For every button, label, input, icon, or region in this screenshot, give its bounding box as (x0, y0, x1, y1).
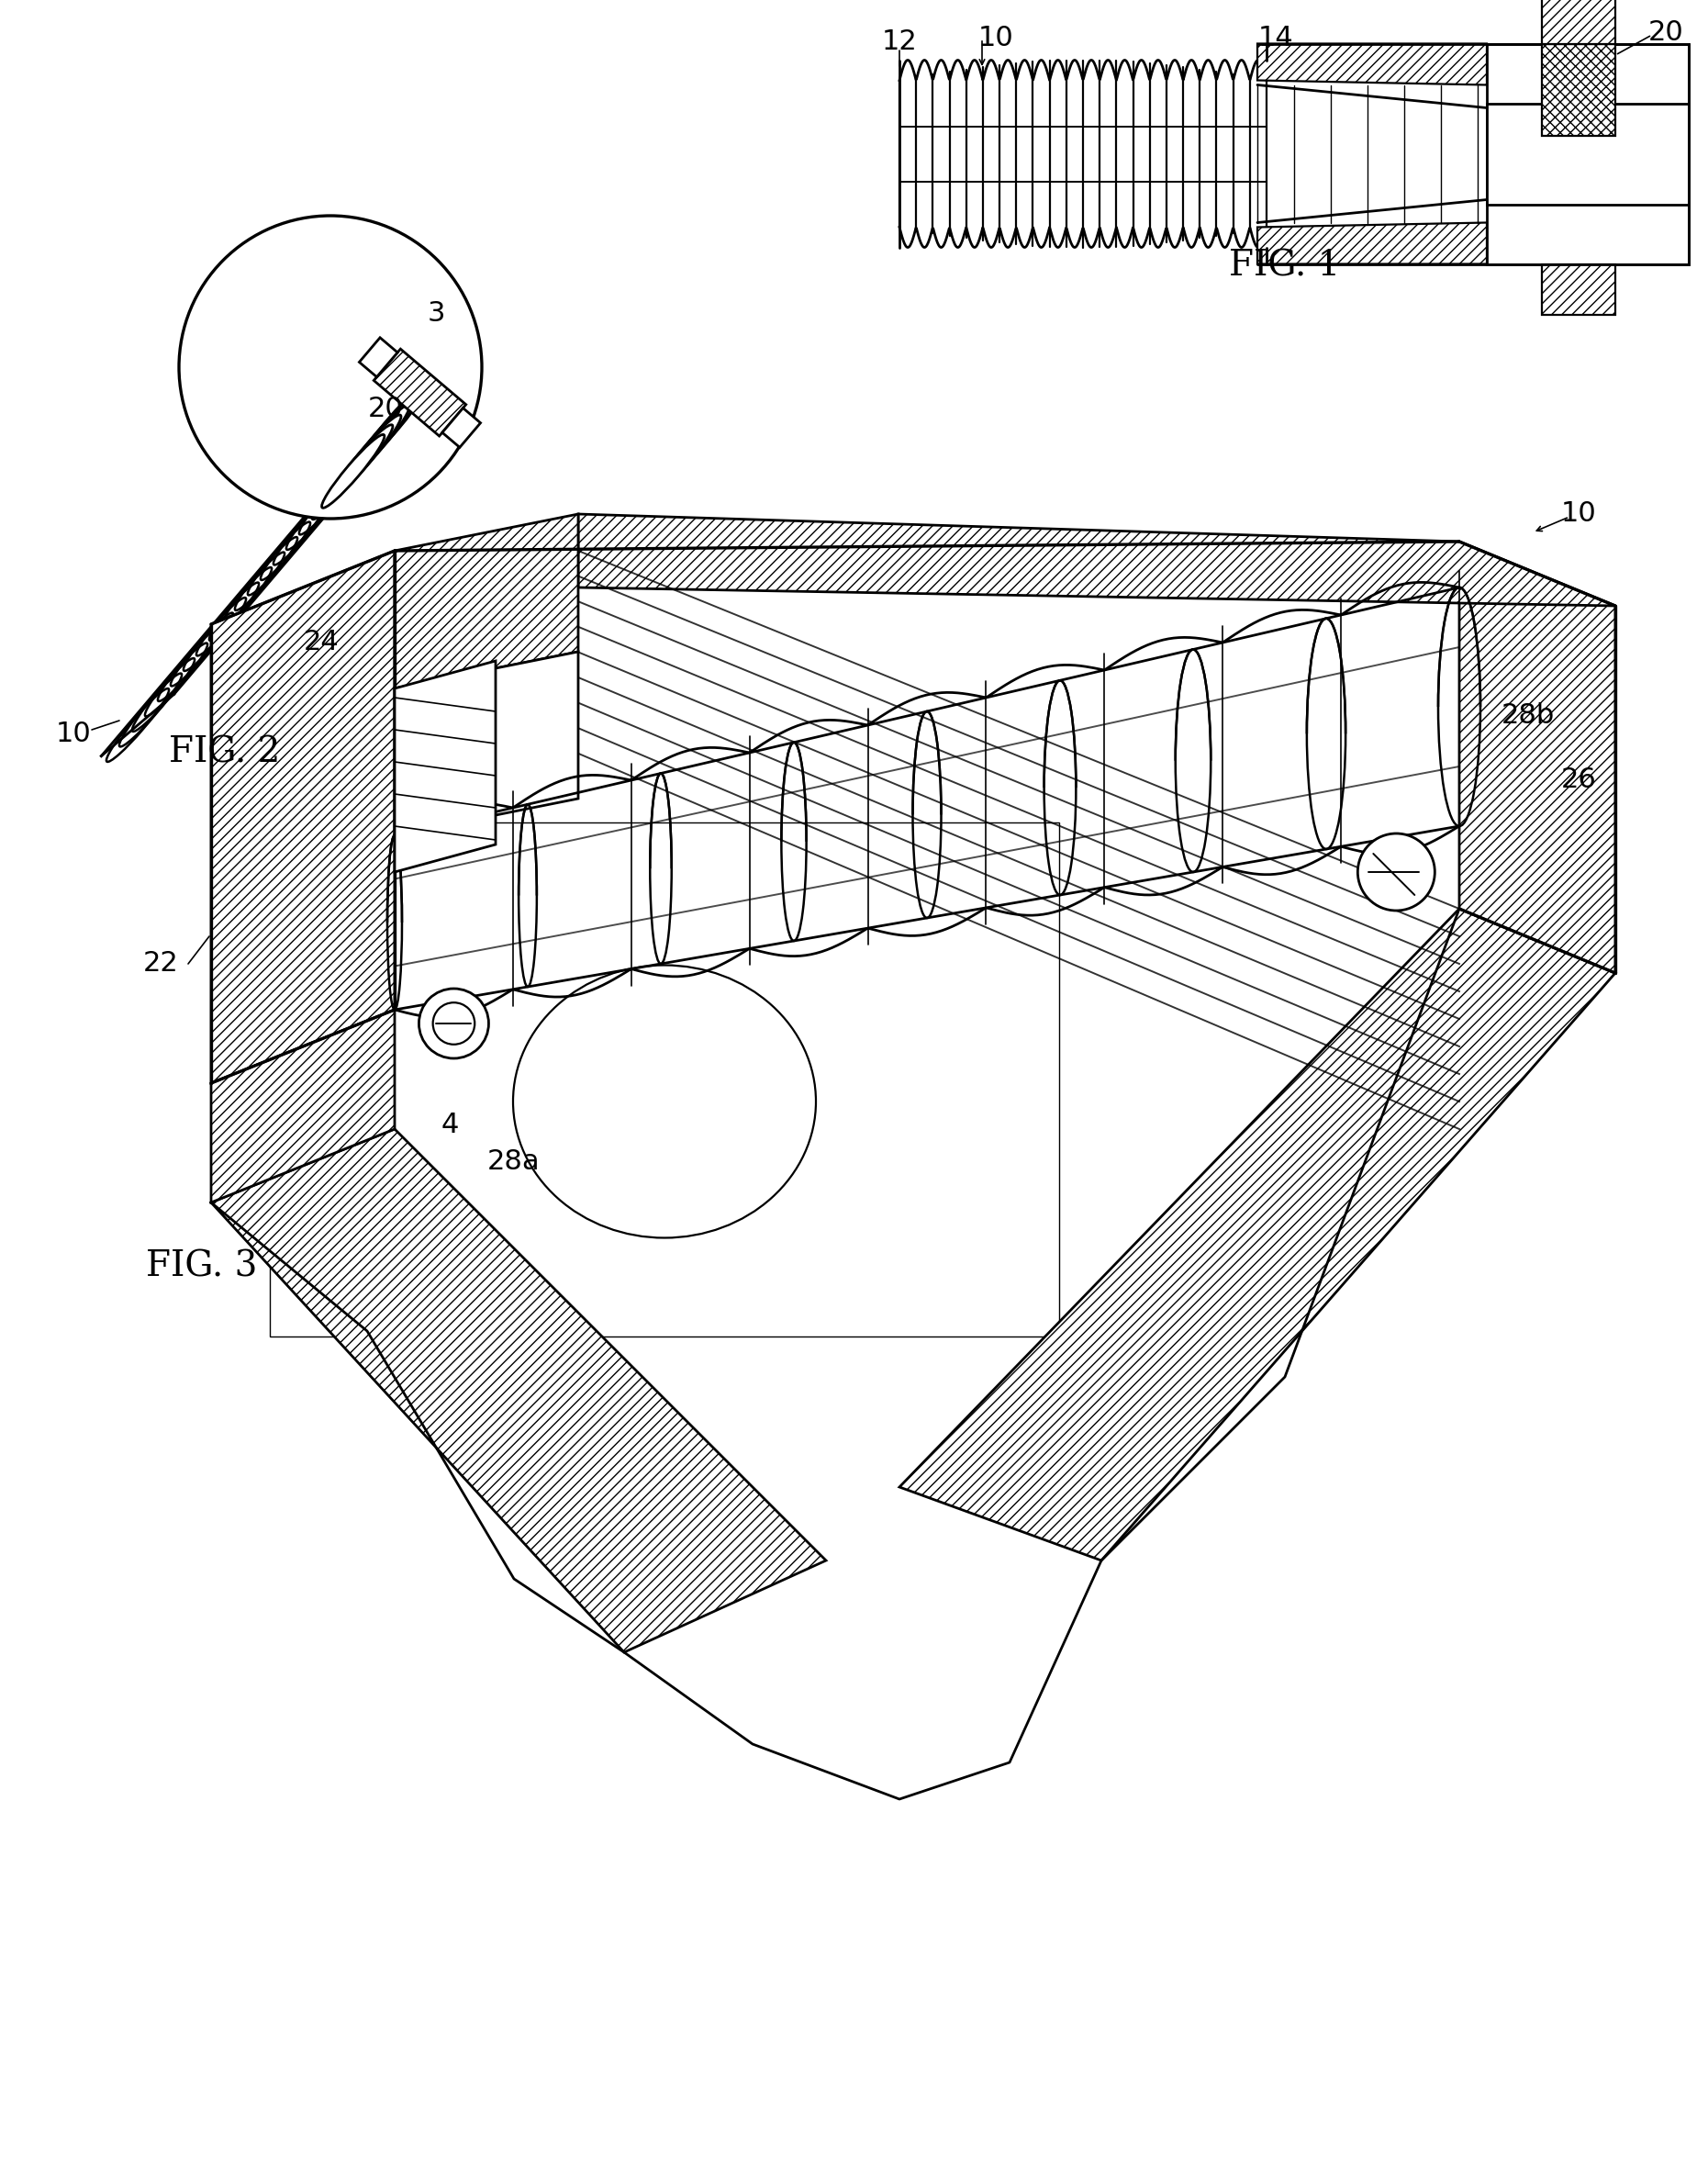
Polygon shape (395, 652, 579, 835)
Polygon shape (1257, 222, 1486, 264)
Polygon shape (1257, 44, 1486, 85)
Text: 24: 24 (304, 630, 338, 656)
Text: 3: 3 (427, 301, 444, 327)
Polygon shape (1486, 44, 1689, 264)
Polygon shape (374, 349, 466, 436)
Ellipse shape (512, 966, 816, 1239)
Polygon shape (359, 338, 398, 377)
Ellipse shape (355, 395, 418, 469)
Polygon shape (1542, 44, 1616, 135)
Text: FIG. 1: FIG. 1 (1230, 249, 1341, 284)
Polygon shape (579, 515, 1616, 606)
Text: 4: 4 (441, 1110, 459, 1138)
Text: 22: 22 (143, 951, 178, 977)
Polygon shape (1542, 0, 1616, 44)
Polygon shape (900, 909, 1616, 1559)
Ellipse shape (330, 425, 393, 497)
Text: 10: 10 (1561, 502, 1597, 528)
Text: 20: 20 (367, 395, 403, 421)
Ellipse shape (364, 386, 425, 458)
Polygon shape (442, 408, 480, 447)
Polygon shape (1542, 264, 1616, 314)
Polygon shape (212, 552, 395, 1084)
Polygon shape (1459, 541, 1616, 973)
Text: 20: 20 (1648, 20, 1684, 46)
Ellipse shape (321, 434, 384, 508)
Polygon shape (395, 515, 579, 689)
Polygon shape (1486, 103, 1689, 205)
Circle shape (1358, 833, 1435, 912)
Text: 14: 14 (1257, 26, 1293, 52)
Polygon shape (900, 61, 1267, 246)
Text: 10: 10 (979, 26, 1013, 52)
Polygon shape (212, 1010, 395, 1202)
Circle shape (418, 988, 488, 1058)
Text: 10: 10 (56, 722, 91, 748)
Ellipse shape (338, 414, 401, 489)
Polygon shape (395, 661, 495, 872)
Circle shape (179, 216, 482, 519)
Ellipse shape (347, 406, 410, 478)
Text: 12: 12 (881, 28, 917, 55)
Text: FIG. 2: FIG. 2 (169, 735, 280, 770)
Polygon shape (270, 822, 1059, 1337)
Text: 28a: 28a (487, 1147, 540, 1176)
Text: FIG. 3: FIG. 3 (147, 1250, 258, 1285)
Text: 28b: 28b (1501, 702, 1554, 728)
Polygon shape (212, 1130, 827, 1653)
Text: 26: 26 (1561, 768, 1597, 794)
